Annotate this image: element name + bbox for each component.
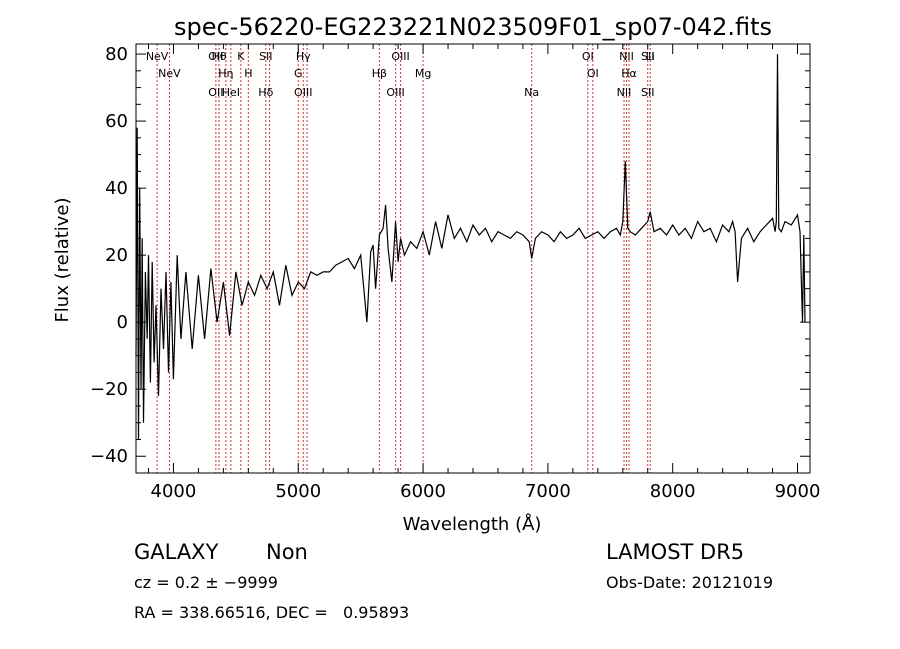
line-label: Na [524, 86, 539, 99]
line-label: OII [208, 86, 223, 99]
x-axis-label: Wavelength (Å) [403, 513, 542, 535]
object-subclass: Non [266, 540, 308, 564]
line-label: Hη [218, 67, 233, 80]
line-label: Hγ [296, 50, 311, 63]
line-label: G [294, 67, 303, 80]
y-axis-label: Flux (relative) [52, 197, 73, 322]
y-tick-label: 60 [105, 111, 128, 132]
line-label: Li [646, 50, 655, 63]
y-axis: −40 −20 0 20 40 60 80 [90, 44, 810, 467]
spectrum-line [135, 54, 806, 440]
plot-frame [135, 43, 811, 474]
x-tick-label: 9000 [775, 481, 821, 502]
object-class: GALAXY [134, 540, 219, 564]
line-label: NeV [158, 67, 181, 80]
line-label: Mg [415, 67, 431, 80]
y-tick-label: −40 [90, 446, 128, 467]
line-label: Hα [621, 67, 637, 80]
spectrum-series [135, 54, 806, 440]
line-label: NII [617, 86, 632, 99]
line-label: SII [641, 50, 654, 63]
y-tick-label: 20 [105, 245, 128, 266]
coordinates: RA = 338.66516, DEC = 0.95893 [134, 603, 410, 622]
line-label: NII [619, 50, 634, 63]
chart-title: spec-56220-EG223221N023509F01_sp07-042.f… [174, 13, 772, 41]
x-tick-label: 4000 [151, 481, 197, 502]
line-label: SII [641, 86, 654, 99]
line-label: OII [208, 50, 223, 63]
x-tick-label: 6000 [400, 481, 446, 502]
line-label: SII [259, 50, 272, 63]
redshift-line: cz = 0.2 ± −9999 [134, 573, 278, 592]
line-label: Hβ [372, 67, 387, 80]
y-tick-label: 40 [105, 178, 128, 199]
y-tick-label: −20 [90, 379, 128, 400]
observation-date: Obs-Date: 20121019 [606, 573, 774, 592]
y-tick-label: 80 [105, 44, 128, 65]
line-label: K [237, 50, 245, 63]
line-label: Hδ [258, 86, 273, 99]
line-label: Hθ [211, 50, 226, 63]
line-label: OI [582, 50, 594, 63]
x-axis: 4000 5000 6000 7000 8000 9000 [147, 44, 821, 502]
emission-line-labels: NeVNeVOIIOIIHθHηHeIKHHδSIIGOIIIHγHβOIIIO… [146, 50, 655, 99]
line-label: OI [587, 67, 599, 80]
x-tick-label: 7000 [525, 481, 571, 502]
x-tick-label: 5000 [275, 481, 321, 502]
x-tick-label: 8000 [650, 481, 696, 502]
line-label: OIII [386, 86, 404, 99]
survey-name: LAMOST DR5 [606, 540, 745, 564]
y-tick-label: 0 [117, 312, 128, 333]
line-label: HeI [222, 86, 240, 99]
line-label: NeV [146, 50, 169, 63]
emission-line-markers [156, 44, 651, 473]
line-label: OIII [294, 86, 312, 99]
line-label: H [244, 67, 252, 80]
line-label: OIII [391, 50, 409, 63]
